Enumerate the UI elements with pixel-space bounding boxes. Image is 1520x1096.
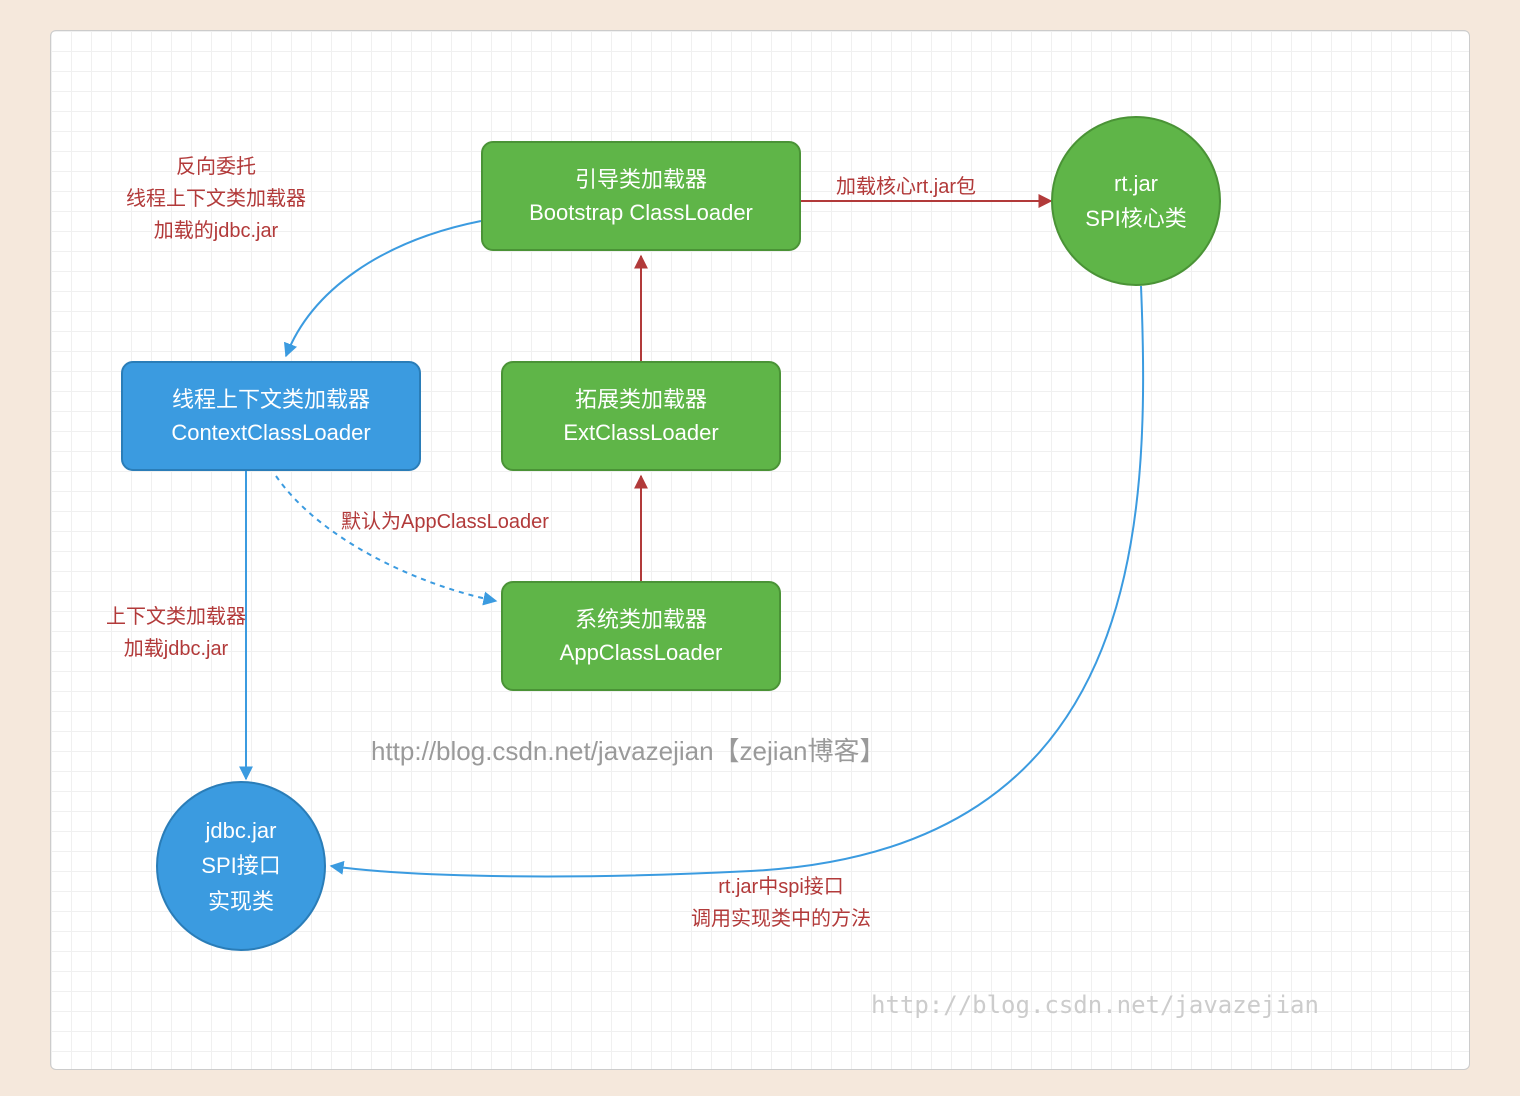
node-jdbcjar: jdbc.jar SPI接口 实现类 xyxy=(156,781,326,951)
node-jdbcjar-line2: SPI接口 xyxy=(201,848,280,883)
node-bootstrap: 引导类加载器 Bootstrap ClassLoader xyxy=(481,141,801,251)
node-bootstrap-line2: Bootstrap ClassLoader xyxy=(529,196,753,229)
node-context-line2: ContextClassLoader xyxy=(171,416,370,449)
watermark-blog-1: http://blog.csdn.net/javazejian【zejian博客… xyxy=(371,731,886,768)
label-reverse-delegate: 反向委托 线程上下文类加载器 加载的jdbc.jar xyxy=(126,151,306,247)
node-ext-line2: ExtClassLoader xyxy=(563,416,718,449)
node-rtjar: rt.jar SPI核心类 xyxy=(1051,116,1221,286)
label-default-app: 默认为AppClassLoader xyxy=(341,506,549,538)
node-context: 线程上下文类加载器 ContextClassLoader xyxy=(121,361,421,471)
node-app-line1: 系统类加载器 xyxy=(575,603,707,636)
node-app: 系统类加载器 AppClassLoader xyxy=(501,581,781,691)
node-bootstrap-line1: 引导类加载器 xyxy=(575,163,707,196)
node-app-line2: AppClassLoader xyxy=(560,636,723,669)
node-context-line1: 线程上下文类加载器 xyxy=(172,383,370,416)
node-ext: 拓展类加载器 ExtClassLoader xyxy=(501,361,781,471)
edge-context-to-app xyxy=(276,476,496,601)
diagram-canvas: 引导类加载器 Bootstrap ClassLoader 拓展类加载器 ExtC… xyxy=(50,30,1470,1070)
label-spi-call: rt.jar中spi接口 调用实现类中的方法 xyxy=(691,871,871,935)
node-jdbcjar-line3: 实现类 xyxy=(208,884,274,919)
edge-boot-to-context xyxy=(286,221,481,356)
node-jdbcjar-line1: jdbc.jar xyxy=(206,813,277,848)
label-context-load: 上下文类加载器 加载jdbc.jar xyxy=(106,601,246,665)
node-rtjar-line1: rt.jar xyxy=(1114,166,1158,201)
node-ext-line1: 拓展类加载器 xyxy=(575,383,707,416)
label-load-rtjar: 加载核心rt.jar包 xyxy=(836,171,976,203)
watermark-blog-2: http://blog.csdn.net/javazejian xyxy=(871,991,1319,1019)
node-rtjar-line2: SPI核心类 xyxy=(1085,201,1186,236)
